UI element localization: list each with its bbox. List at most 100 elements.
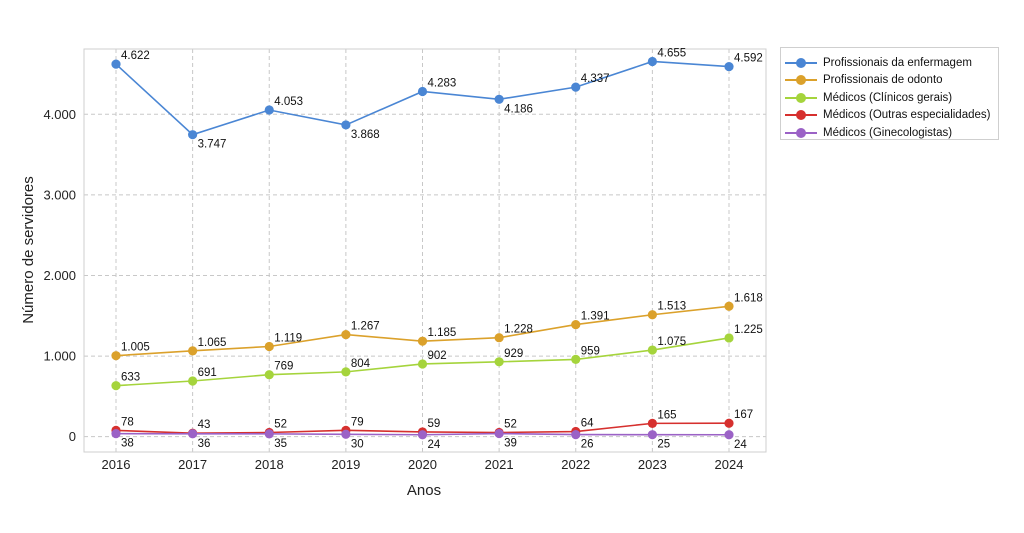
grid-lines	[84, 49, 766, 452]
y-axis-ticks: 0 1.000 2.000 3.000 4.000	[43, 107, 76, 444]
data-label: 52	[274, 418, 287, 430]
data-point	[494, 94, 504, 104]
legend-swatch	[785, 92, 817, 104]
legend-label: Profissionais da enfermagem	[823, 56, 972, 69]
data-point	[111, 429, 121, 439]
data-label: 1.228	[504, 324, 533, 336]
x-tick-label: 2016	[102, 457, 131, 472]
data-label: 167	[734, 409, 753, 421]
y-tick-label: 3.000	[43, 187, 76, 202]
data-label: 691	[198, 367, 217, 379]
data-label: 959	[581, 345, 600, 357]
data-label: 1.513	[657, 301, 686, 313]
data-label: 929	[504, 348, 523, 360]
legend-label: Médicos (Clínicos gerais)	[823, 91, 953, 104]
legend-item: Profissionais de odonto	[781, 72, 998, 90]
series-3: 633 691 769 804 902 929 959 1.075 1.225	[111, 324, 763, 391]
data-label: 4.655	[657, 47, 686, 59]
data-point	[647, 345, 657, 355]
legend: Profissionais da enfermagem Profissionais…	[780, 47, 999, 140]
data-point	[571, 354, 581, 364]
data-point	[188, 376, 198, 386]
data-point	[188, 346, 198, 356]
data-label: 52	[504, 418, 517, 430]
legend-swatch	[785, 127, 817, 139]
legend-item: Médicos (Clínicos gerais)	[781, 89, 998, 107]
data-point	[264, 370, 274, 380]
data-point	[571, 319, 581, 330]
data-label: 804	[351, 358, 371, 370]
x-axis-ticks: 2016 2017 2018 2019 2020 2021 2022 2023 2024	[102, 457, 744, 472]
data-point	[417, 430, 428, 440]
data-point	[494, 357, 504, 367]
data-label: 59	[428, 418, 441, 430]
data-point	[264, 105, 274, 115]
legend-label: Médicos (Outras especialidades)	[823, 109, 991, 122]
data-label: 1.185	[428, 327, 457, 339]
data-point	[188, 429, 198, 439]
data-label: 79	[351, 416, 364, 428]
data-label: 1.618	[734, 292, 763, 304]
data-label: 38	[121, 438, 134, 450]
data-point	[341, 329, 351, 340]
data-point	[647, 310, 657, 320]
data-label: 3.868	[351, 129, 380, 141]
data-point	[724, 301, 734, 311]
data-point	[111, 381, 121, 391]
series-2: 1.005 1.065 1.119 1.267 1.185 1.228 1.391 1.513…	[111, 292, 763, 361]
x-tick-label: 2023	[638, 457, 667, 472]
y-tick-label: 4.000	[43, 107, 76, 122]
data-point	[647, 418, 657, 428]
data-point	[341, 367, 351, 377]
data-point	[111, 351, 121, 361]
data-point	[494, 428, 504, 439]
data-label: 24	[734, 439, 747, 451]
data-label: 78	[121, 416, 134, 428]
data-point	[417, 359, 428, 369]
legend-item: Profissionais da enfermagem	[781, 54, 998, 72]
data-label: 1.391	[581, 311, 610, 323]
legend-swatch	[785, 57, 817, 69]
y-tick-label: 1.000	[43, 349, 76, 364]
data-label: 769	[274, 361, 293, 373]
data-label: 1.005	[121, 342, 150, 354]
data-point	[264, 341, 274, 352]
data-point	[341, 120, 351, 130]
data-label: 64	[581, 418, 594, 430]
series-group: 4.622 3.747 4.053 3.868 4.283 4.186 4.337 4.655…	[111, 47, 763, 451]
data-label: 25	[657, 439, 670, 451]
legend-swatch	[785, 109, 817, 121]
legend-label: Profissionais de odonto	[823, 74, 943, 87]
legend-label: Médicos (Ginecologistas)	[823, 126, 953, 139]
data-point	[724, 333, 734, 343]
x-tick-label: 2017	[178, 457, 207, 472]
data-label: 24	[428, 439, 441, 451]
data-label: 4.186	[504, 103, 533, 115]
data-point	[494, 333, 504, 343]
data-label: 1.225	[734, 324, 763, 336]
data-point	[264, 429, 274, 439]
data-point	[188, 130, 198, 140]
legend-swatch	[785, 74, 817, 86]
data-label: 30	[351, 438, 364, 450]
data-point	[724, 418, 734, 428]
data-point	[724, 430, 734, 440]
y-tick-label: 0	[69, 429, 76, 444]
data-label: 1.119	[274, 332, 302, 344]
x-tick-label: 2019	[331, 457, 360, 472]
data-label: 1.075	[657, 336, 686, 348]
series-1: 4.622 3.747 4.053 3.868 4.283 4.186 4.337 4.655…	[111, 47, 763, 151]
data-label: 4.337	[581, 73, 610, 85]
legend-item: Médicos (Outras especialidades)	[781, 107, 998, 125]
data-point	[571, 429, 581, 440]
plot-frame	[83, 48, 767, 453]
data-label: 35	[274, 438, 287, 450]
data-point	[571, 82, 581, 92]
series-5: 38 36 35 30 24 39 26 25 24	[111, 428, 747, 451]
x-axis-title: Anos	[407, 482, 441, 499]
data-point	[111, 59, 121, 69]
x-tick-label: 2020	[408, 457, 437, 472]
data-point	[417, 86, 428, 97]
data-label: 43	[198, 419, 211, 431]
legend-item: Médicos (Ginecologistas)	[781, 124, 998, 142]
